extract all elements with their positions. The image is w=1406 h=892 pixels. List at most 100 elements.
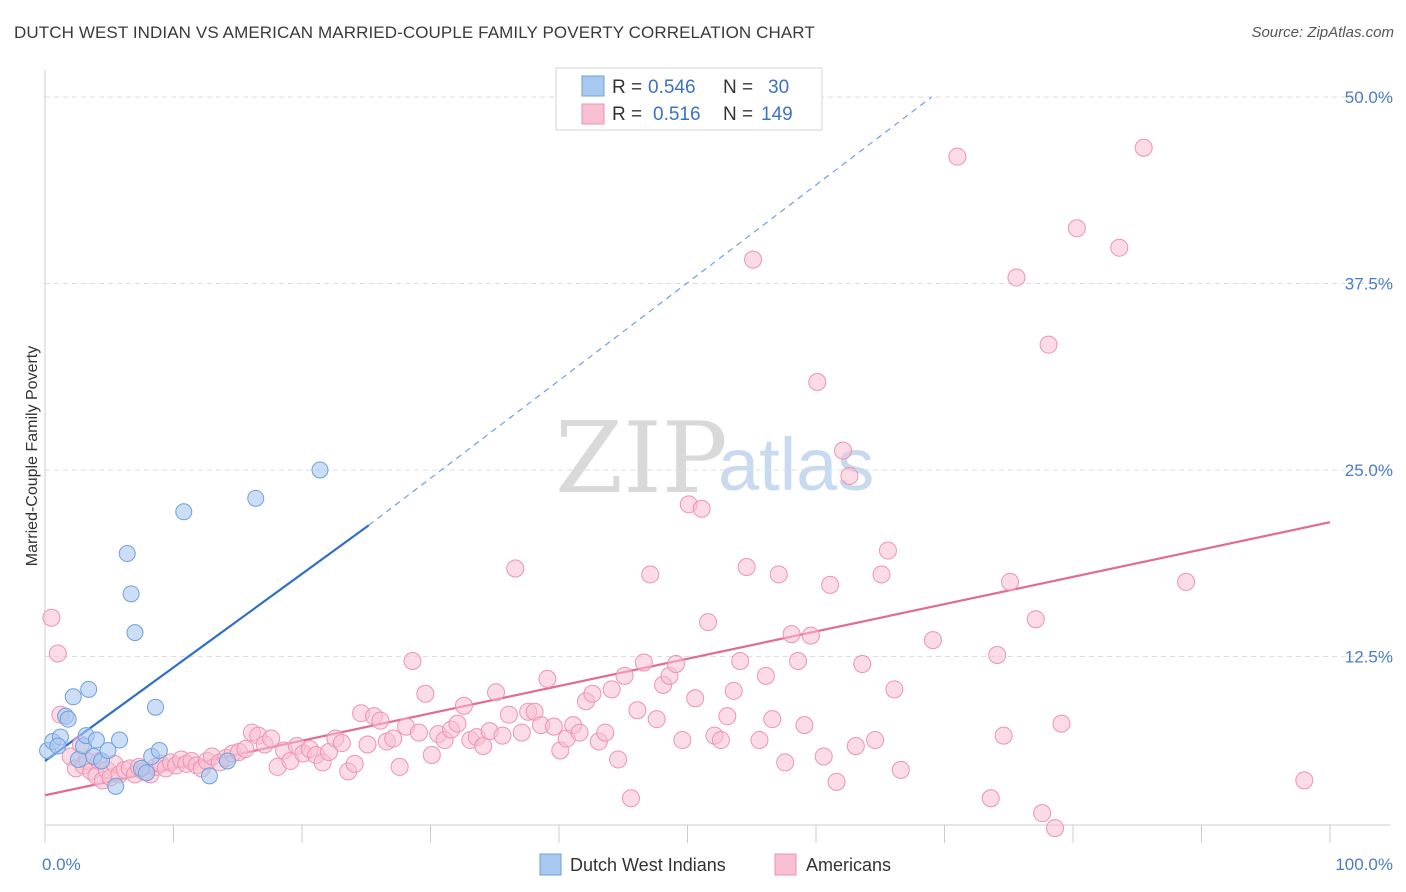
americans-point	[332, 734, 351, 753]
americans-point	[846, 737, 865, 756]
legend-n-label: N =	[723, 77, 753, 98]
americans-point	[821, 575, 840, 594]
americans-point	[390, 757, 409, 776]
americans-point	[891, 760, 910, 779]
source-label: Source: ZipAtlas.com	[1251, 24, 1394, 41]
watermark-zip: ZIP	[555, 402, 728, 516]
y-tick-label: 12.5%	[1345, 648, 1393, 667]
americans-point	[769, 565, 788, 584]
americans-point	[487, 683, 506, 702]
bottom-legend-swatch-pink	[774, 853, 797, 876]
americans-point	[776, 753, 795, 772]
axes	[44, 70, 1390, 843]
americans-point	[1007, 268, 1026, 287]
dutch-west-indians-point	[247, 489, 265, 507]
americans-point	[1134, 138, 1153, 157]
americans-point	[814, 747, 833, 766]
americans-point	[840, 466, 859, 485]
legend-r-label: R =	[612, 104, 642, 125]
dutch-west-indians-point	[147, 698, 165, 716]
dutch-west-indians-point	[118, 545, 136, 563]
americans-point	[609, 750, 628, 769]
americans-point	[538, 669, 557, 688]
americans-point	[866, 731, 885, 750]
americans-point	[666, 654, 685, 673]
legend-r-value: 0.546	[648, 77, 696, 98]
americans-point	[499, 705, 518, 724]
americans-point	[403, 651, 422, 670]
americans-point	[878, 541, 897, 560]
americans-point	[371, 711, 390, 730]
americans-point	[1177, 572, 1196, 591]
americans-point	[1001, 572, 1020, 591]
x-tick-labels: 0.0% 100.0%	[42, 855, 1393, 874]
y-axis-label: Married-Couple Family Poverty	[24, 346, 41, 567]
americans-point	[544, 717, 563, 736]
americans-points	[42, 138, 1314, 838]
chart-title: DUTCH WEST INDIAN VS AMERICAN MARRIED-CO…	[14, 23, 815, 42]
dutch-west-indians-point	[175, 503, 193, 521]
americans-point	[409, 723, 428, 742]
dutch-west-indians-point	[64, 688, 82, 706]
dutch-west-indians-point	[122, 585, 140, 603]
legend-r-value: 0.516	[653, 104, 701, 125]
americans-point	[673, 731, 692, 750]
americans-point	[641, 565, 660, 584]
americans-point	[731, 651, 750, 670]
dutch-west-indians-point	[218, 752, 236, 770]
bottom-legend-label-dutch-west-indians: Dutch West Indians	[570, 855, 726, 875]
americans-point	[833, 441, 852, 460]
bottom-legend-label-americans: Americans	[806, 855, 891, 875]
americans-point	[988, 646, 1007, 665]
americans-point	[853, 654, 872, 673]
legend-r-label: R =	[612, 77, 642, 98]
americans-point	[718, 707, 737, 726]
dutch-west-indians-point	[150, 741, 168, 759]
americans-point	[699, 613, 718, 632]
americans-point	[262, 729, 281, 748]
americans-point	[750, 731, 769, 750]
americans-point	[789, 651, 808, 670]
americans-point	[454, 696, 473, 715]
americans-point	[628, 701, 647, 720]
watermark-atlas: atlas	[718, 423, 874, 506]
bottom-legend-swatch-blue	[539, 853, 562, 876]
americans-point	[1067, 219, 1086, 238]
americans-point	[692, 499, 711, 518]
americans-point	[827, 772, 846, 791]
americans-point	[596, 723, 615, 742]
americans-point	[872, 565, 891, 584]
legend-n-value: 30	[768, 77, 789, 98]
y-tick-label: 37.5%	[1345, 275, 1393, 294]
americans-point	[994, 726, 1013, 745]
dutch-west-indians-point	[111, 731, 129, 749]
americans-point	[981, 789, 1000, 808]
americans-point	[948, 147, 967, 166]
americans-point	[737, 557, 756, 576]
dutch-west-indians-point	[107, 777, 125, 795]
americans-point	[422, 745, 441, 764]
grid-lines	[45, 96, 1390, 657]
dutch-west-indians-trend-extension	[368, 96, 933, 526]
americans-point	[48, 644, 67, 663]
legend-swatch-blue	[581, 75, 605, 97]
americans-point	[474, 737, 493, 756]
americans-point	[448, 714, 467, 733]
americans-point	[615, 666, 634, 685]
americans-point	[634, 653, 653, 672]
americans-point	[512, 723, 531, 742]
dutch-west-indians-point	[99, 741, 117, 759]
americans-point	[885, 680, 904, 699]
americans-point	[744, 250, 763, 269]
legend-n-value: 149	[761, 104, 793, 125]
legend-swatch-pink	[581, 103, 605, 125]
americans-point	[1033, 804, 1052, 823]
americans-point	[647, 710, 666, 729]
americans-point	[763, 710, 782, 729]
dutch-west-indians-point	[80, 680, 98, 698]
americans-point	[358, 735, 377, 754]
americans-point	[1046, 819, 1065, 838]
americans-point	[724, 681, 743, 700]
dutch-west-indians-point	[59, 710, 77, 728]
